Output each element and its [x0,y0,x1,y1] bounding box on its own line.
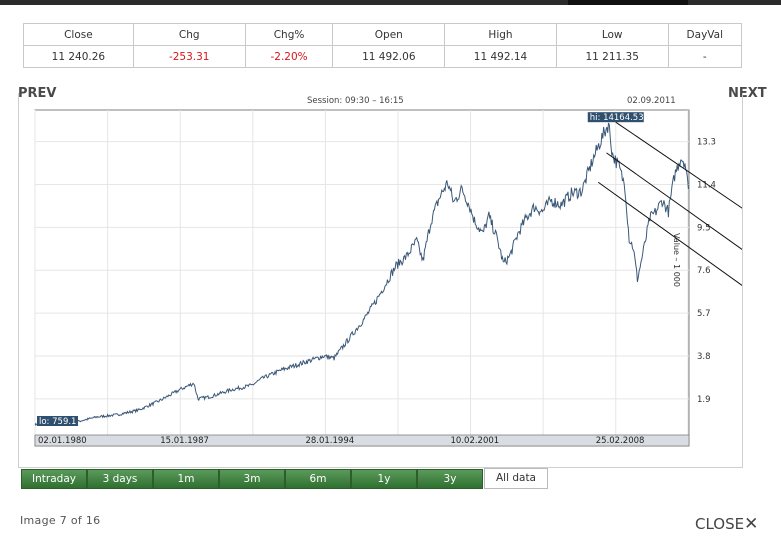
value-chg: -253.31 [132,45,246,68]
tab-1y[interactable]: 1y [351,469,417,489]
x-tick-label-2: 28.01.1994 [305,436,354,446]
y-tick-label-4: 9.5 [697,223,711,233]
y-tick-label-2: 5.7 [697,309,711,319]
x-tick-label-4: 25.02.2008 [596,436,645,446]
x-axis-ticks: 02.01.1980 15.01.1987 28.01.1994 10.02.2001… [38,436,644,446]
trend-line-0 [615,121,742,209]
trend-line-1 [606,152,742,250]
y-tick-label-6: 13.3 [697,138,716,148]
tab-all-data[interactable]: All data [484,468,548,489]
y-tick-label-3: 7.6 [697,266,711,276]
quote-header-row: Close Chg Chg% Open High Low DayVal [23,23,743,46]
hi-label: hi: 14164.53 [590,113,644,123]
lo-label: lo: 759.1 [39,417,76,427]
prev-button[interactable]: PREV [18,86,57,101]
value-open: 11 492.06 [332,45,446,68]
x-tick-label-0: 02.01.1980 [38,436,87,446]
value-low: 11 211.35 [555,45,669,68]
x-tick-label-1: 15.01.1987 [160,436,209,446]
tab-3y[interactable]: 3y [417,469,483,489]
value-close: 11 240.26 [23,45,134,68]
top-bar [0,0,781,5]
series-group [35,122,689,426]
x-axis-band [34,434,690,447]
chart-panel: Session: 09:30 – 16:15 02.09.2011 02.01.… [18,93,743,468]
value-dayval: - [667,45,743,68]
close-label: CLOSE [695,515,745,533]
hi-lo-labels: hi: 14164.53 lo: 759.1 [37,112,644,427]
tab-6m[interactable]: 6m [285,469,351,489]
hi-label-box [587,112,644,123]
chart-date: 02.09.2011 [627,96,676,106]
y-tick-label-0: 1.9 [697,395,711,405]
lo-label-box [37,416,78,426]
value-high: 11 492.14 [444,45,557,68]
y-axis-label: Value – 1 000 [672,233,681,287]
header-chg-pct: Chg% [244,23,334,46]
y-tick-label-1: 3.8 [697,352,711,362]
quote-value-row: 11 240.26 -253.31 -2.20% 11 492.06 11 49… [23,45,743,68]
header-chg: Chg [132,23,246,46]
header-high: High [444,23,557,46]
y-tick-label-5: 11.4 [697,180,716,190]
next-button[interactable]: NEXT [728,86,767,101]
trend-line-2 [597,181,742,286]
header-low: Low [555,23,669,46]
tab-1m[interactable]: 1m [153,469,219,489]
close-icon: ✕ [744,514,759,534]
header-close: Close [23,23,134,46]
value-chg-pct: -2.20% [244,45,334,68]
header-open: Open [332,23,446,46]
y-axis-ticks: 1.9 3.8 5.7 7.6 9.5 11.4 13.3 [697,138,716,405]
trend-channel [597,121,742,286]
series-line [35,122,689,426]
x-tick-label-3: 10.02.2001 [451,436,500,446]
close-button[interactable]: CLOSE✕ [695,514,758,534]
image-counter: Image 7 of 16 [20,514,101,527]
header-dayval: DayVal [667,23,743,46]
tab-3m[interactable]: 3m [219,469,285,489]
quote-table: Close Chg Chg% Open High Low DayVal 11 2… [23,23,743,68]
session-label: Session: 09:30 – 16:15 [307,96,404,106]
tab-intraday[interactable]: Intraday [21,469,87,489]
chart-svg: Session: 09:30 – 16:15 02.09.2011 02.01.… [34,96,742,447]
top-bar-accent [568,0,688,5]
tab-3-days[interactable]: 3 days [87,469,153,489]
plot-frame [34,109,690,447]
